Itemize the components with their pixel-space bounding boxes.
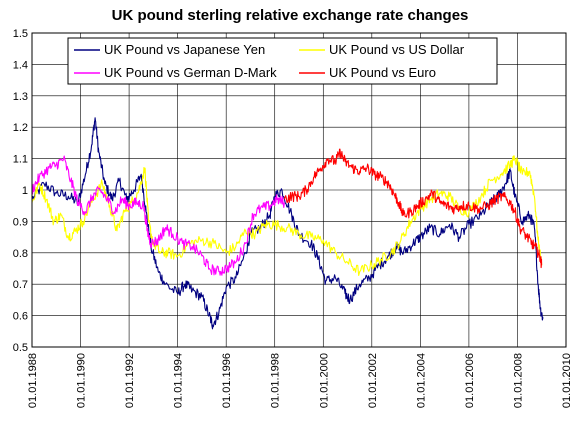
legend-box xyxy=(67,37,498,85)
x-tick-label: 01.01.2006 xyxy=(464,353,476,408)
y-tick-label: 1.4 xyxy=(13,59,28,71)
legend-label: UK Pound vs US Dollar xyxy=(329,42,465,57)
x-tick-label: 01.01.2002 xyxy=(367,353,379,408)
y-tick-label: 1.3 xyxy=(13,91,28,103)
x-tick-label: 01.01.1988 xyxy=(27,353,39,408)
y-tick-label: 1.1 xyxy=(13,154,28,166)
x-tick-label: 01.01.1992 xyxy=(124,353,136,408)
y-tick-label: 0.7 xyxy=(13,279,28,291)
legend-label: UK Pound vs German D-Mark xyxy=(104,65,277,80)
x-tick-label: 01.01.1996 xyxy=(221,353,233,408)
x-tick-label: 01.01.1990 xyxy=(76,353,88,408)
series-line-2 xyxy=(31,155,285,276)
series-line-0 xyxy=(31,117,544,330)
x-tick-label: 01.01.1998 xyxy=(270,353,282,408)
legend: UK Pound vs Japanese Yen UK Pound vs US D… xyxy=(67,37,498,85)
plot-area-border xyxy=(31,32,567,348)
legend-label: UK Pound vs Euro xyxy=(329,65,436,80)
chart-title: UK pound sterling relative exchange rate… xyxy=(112,7,469,24)
y-tick-label: 0.6 xyxy=(13,311,28,323)
x-tick-label: 01.01.1994 xyxy=(173,353,185,408)
series-layer xyxy=(31,117,544,330)
y-tick-label: 1.2 xyxy=(13,122,28,134)
y-tick-label: 0.5 xyxy=(13,342,28,354)
x-tick-label: 01.01.2008 xyxy=(512,353,524,408)
y-tick-label: 0.8 xyxy=(13,248,28,260)
legend-label: UK Pound vs Japanese Yen xyxy=(104,42,265,57)
x-tick-label: 01.01.2000 xyxy=(318,353,330,408)
series-line-3 xyxy=(283,148,543,269)
y-tick-label: 0.9 xyxy=(13,216,28,228)
y-axis-tick-labels: 0.5 0.6 0.7 0.8 0.9 1 1.1 1.2 1.3 1.4 1.5 xyxy=(13,28,28,354)
x-axis-tick-labels: 01.01.1988 01.01.1990 01.01.1992 01.01.1994… xyxy=(27,353,573,408)
y-tick-label: 1.5 xyxy=(13,28,28,40)
x-tick-label: 01.01.2004 xyxy=(415,353,427,408)
x-tick-label: 01.01.2010 xyxy=(561,353,573,408)
y-tick-label: 1 xyxy=(22,185,28,197)
